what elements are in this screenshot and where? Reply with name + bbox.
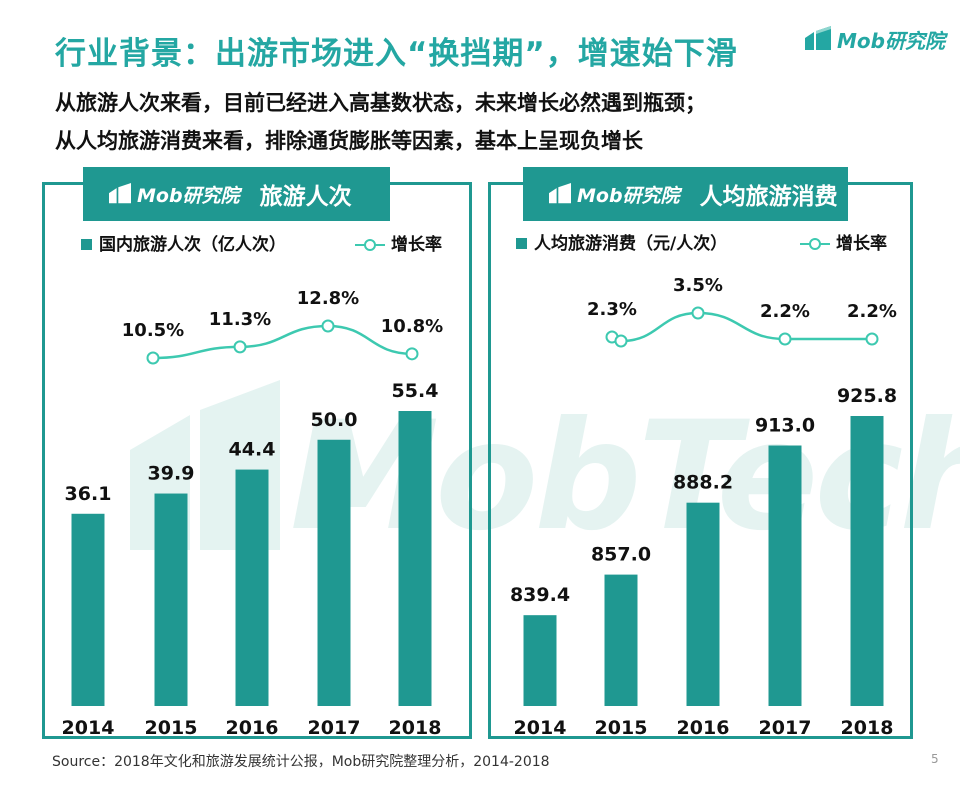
bar xyxy=(154,493,188,706)
x-tick-label: 2018 xyxy=(389,717,442,739)
growth-rate-point xyxy=(614,334,628,348)
legend-bar-swatch xyxy=(516,238,527,249)
growth-rate-label: 12.8% xyxy=(297,288,359,309)
x-tick-label: 2014 xyxy=(62,717,115,739)
growth-rate-label: 2.2% xyxy=(847,301,897,322)
x-tick-label: 2015 xyxy=(145,717,198,739)
x-tick-label: 2017 xyxy=(308,717,361,739)
bar xyxy=(523,615,557,706)
bar xyxy=(235,469,269,706)
page-title: 行业背景：出游市场进入“换挡期”，增速始下滑 xyxy=(55,36,738,72)
legend-line-label: 增长率 xyxy=(391,234,442,255)
legend-bar-label: 人均旅游消费（元/人次） xyxy=(534,233,727,254)
growth-rate-label: 3.5% xyxy=(673,275,723,296)
bar-value-label: 925.8 xyxy=(837,385,897,407)
growth-rate-point xyxy=(233,340,247,354)
bar-value-label: 857.0 xyxy=(591,544,651,566)
growth-rate-point xyxy=(691,306,705,320)
header-logo-text: Mob研究院 xyxy=(137,184,240,207)
page-number: 5 xyxy=(931,752,939,766)
growth-rate-label: 2.3% xyxy=(587,299,637,320)
growth-rate-point xyxy=(321,319,335,333)
bar xyxy=(768,445,802,706)
x-tick-label: 2014 xyxy=(514,717,567,739)
bar-value-label: 36.1 xyxy=(65,483,112,505)
growth-rate-label: 10.5% xyxy=(122,320,184,341)
bar-value-label: 913.0 xyxy=(755,415,815,437)
bar-value-label: 888.2 xyxy=(673,472,733,494)
growth-rate-label: 10.8% xyxy=(381,316,443,337)
x-tick-label: 2016 xyxy=(677,717,730,739)
bar-value-label: 839.4 xyxy=(510,584,570,606)
bar-value-label: 39.9 xyxy=(148,463,195,485)
header-logo-text: Mob研究院 xyxy=(577,184,680,207)
header-title: 人均旅游消费 xyxy=(699,184,838,210)
bar xyxy=(686,502,720,706)
bar xyxy=(317,439,351,706)
bar-value-label: 44.4 xyxy=(229,439,276,461)
source-note: Source：2018年文化和旅游发展统计公报，Mob研究院整理分析，2014-… xyxy=(52,754,550,770)
header-title: 旅游人次 xyxy=(259,184,352,210)
bar xyxy=(71,513,105,706)
mob-logo-icon xyxy=(549,183,571,204)
growth-rate-point xyxy=(778,332,792,346)
legend-line-marker xyxy=(809,238,821,250)
x-tick-label: 2018 xyxy=(841,717,894,739)
legend-line-marker xyxy=(364,239,376,251)
mob-logo-icon xyxy=(109,183,131,204)
panel-header-per-capita-spending: Mob研究院 人均旅游消费 xyxy=(523,167,848,221)
x-tick-label: 2015 xyxy=(595,717,648,739)
bar xyxy=(604,574,638,706)
growth-rate-line xyxy=(611,311,872,343)
bar xyxy=(850,416,884,706)
header-logo: Mob研究院 xyxy=(547,181,680,208)
bar xyxy=(398,411,432,706)
growth-rate-line xyxy=(152,324,413,360)
legend-bar-label: 国内旅游人次（亿人次） xyxy=(99,234,286,255)
bar-value-label: 55.4 xyxy=(392,380,439,402)
mob-logo-text: Mob研究院 xyxy=(837,28,945,53)
header-logo: Mob研究院 xyxy=(107,181,240,208)
mob-logo: Mob研究院 xyxy=(803,22,945,56)
growth-rate-point xyxy=(405,347,419,361)
mob-logo-icon xyxy=(805,26,831,50)
growth-rate-point xyxy=(865,332,879,346)
growth-rate-label: 2.2% xyxy=(760,301,810,322)
growth-rate-point xyxy=(146,351,160,365)
growth-rate-label: 11.3% xyxy=(209,309,271,330)
subtitle-line-1: 从旅游人次来看，目前已经进入高基数状态，未来增长必然遇到瓶颈； xyxy=(55,91,706,115)
panel-header-tourist-trips: Mob研究院 旅游人次 xyxy=(83,167,390,221)
subtitle-line-2: 从人均旅游消费来看，排除通货膨胀等因素，基本上呈现负增长 xyxy=(55,129,643,153)
x-tick-label: 2017 xyxy=(759,717,812,739)
legend-line-label: 增长率 xyxy=(836,233,887,254)
legend-bar-swatch xyxy=(81,239,92,250)
x-tick-label: 2016 xyxy=(226,717,279,739)
bar-value-label: 50.0 xyxy=(311,409,358,431)
